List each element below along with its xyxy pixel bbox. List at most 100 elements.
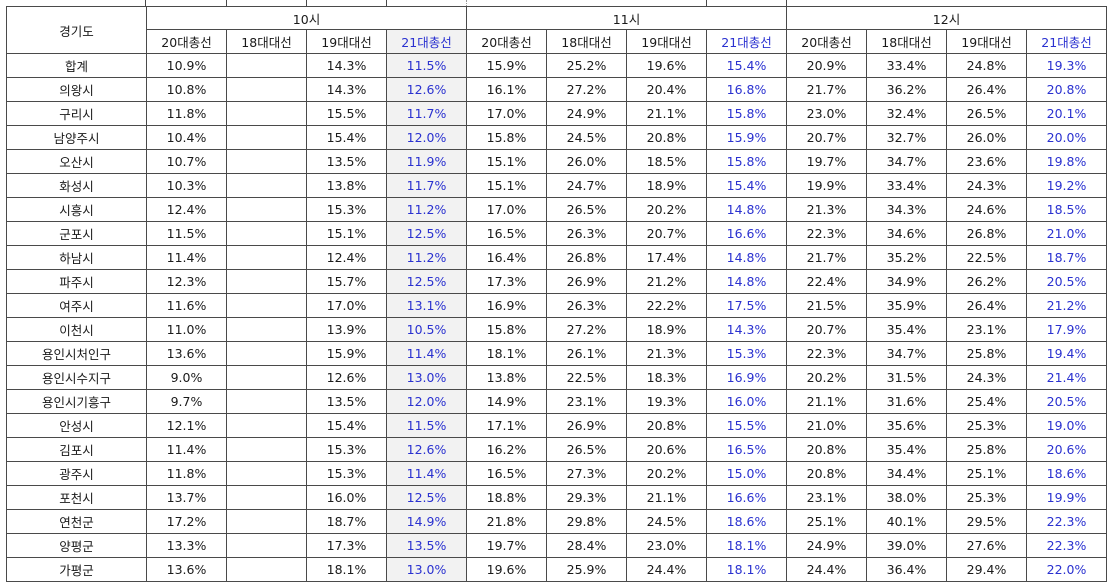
turnout-cell: 13.8% [306, 173, 387, 198]
grid-line [226, 0, 227, 6]
turnout-cell: 12.4% [146, 197, 227, 222]
turnout-cell: 20.7% [786, 125, 867, 150]
turnout-cell: 11.5% [386, 413, 467, 438]
election-header: 19대대선 [306, 29, 387, 54]
turnout-cell: 19.4% [1026, 341, 1107, 366]
turnout-cell: 22.3% [1026, 509, 1107, 534]
turnout-cell: 24.9% [786, 533, 867, 558]
turnout-cell: 18.9% [626, 317, 707, 342]
turnout-cell: 15.3% [706, 341, 787, 366]
turnout-cell: 28.4% [546, 533, 627, 558]
turnout-cell: 10.4% [146, 125, 227, 150]
turnout-cell: 18.1% [706, 557, 787, 582]
turnout-cell: 15.4% [306, 125, 387, 150]
turnout-cell: 21.1% [786, 389, 867, 414]
turnout-cell [226, 293, 307, 318]
turnout-cell: 11.4% [386, 341, 467, 366]
turnout-cell: 11.2% [386, 245, 467, 270]
turnout-table: 경기도 10시 11시 12시 20대총선 18대대선 19대대선 21대총선 20대총선 18… [6, 6, 1107, 582]
table-row: 오산시 10.7% 13.5% 11.9% 15.1% 26.0% 18.5% 15.8% 19… [6, 149, 1107, 174]
turnout-cell: 11.4% [386, 461, 467, 486]
turnout-cell: 10.7% [146, 149, 227, 174]
turnout-cell: 10.9% [146, 53, 227, 78]
turnout-cell: 15.4% [306, 413, 387, 438]
table-row: 여주시 11.6% 17.0% 13.1% 16.9% 26.3% 22.2% 17.5% 21… [6, 293, 1107, 318]
turnout-cell: 13.0% [386, 365, 467, 390]
turnout-cell: 35.6% [866, 413, 947, 438]
turnout-cell: 16.9% [466, 293, 547, 318]
turnout-cell: 31.6% [866, 389, 947, 414]
turnout-cell: 15.3% [306, 197, 387, 222]
turnout-cell: 20.5% [1026, 389, 1107, 414]
turnout-cell [226, 437, 307, 462]
turnout-cell: 17.0% [466, 101, 547, 126]
turnout-cell: 39.0% [866, 533, 947, 558]
turnout-cell: 23.1% [786, 485, 867, 510]
turnout-cell: 18.7% [1026, 245, 1107, 270]
turnout-cell: 15.8% [466, 317, 547, 342]
turnout-cell: 14.9% [466, 389, 547, 414]
region-cell: 김포시 [6, 437, 147, 462]
turnout-cell: 9.7% [146, 389, 227, 414]
turnout-cell: 11.0% [146, 317, 227, 342]
turnout-cell: 20.8% [786, 437, 867, 462]
region-cell: 파주시 [6, 269, 147, 294]
turnout-cell: 13.6% [146, 341, 227, 366]
turnout-cell: 32.4% [866, 101, 947, 126]
election-header: 18대대선 [226, 29, 307, 54]
turnout-cell: 15.4% [706, 53, 787, 78]
table-row: 김포시 11.4% 15.3% 12.6% 16.2% 26.5% 20.6% 16.5% 20… [6, 437, 1107, 462]
turnout-cell: 20.6% [1026, 437, 1107, 462]
hour-header: 11시 [466, 6, 787, 30]
turnout-cell [226, 557, 307, 582]
header-row-elections: 20대총선 18대대선 19대대선 21대총선 20대총선 18대대선 19대대선 21대총선… [7, 29, 1107, 54]
turnout-cell: 24.5% [546, 125, 627, 150]
turnout-cell: 11.7% [386, 101, 467, 126]
turnout-cell: 25.1% [946, 461, 1027, 486]
table-row: 용인시기흥구 9.7% 13.5% 12.0% 14.9% 23.1% 19.3% 16.0%… [6, 389, 1107, 414]
turnout-cell: 19.6% [466, 557, 547, 582]
turnout-cell: 34.3% [866, 197, 947, 222]
turnout-cell [226, 365, 307, 390]
turnout-cell: 21.1% [626, 101, 707, 126]
turnout-cell: 13.8% [466, 365, 547, 390]
turnout-cell: 11.4% [146, 437, 227, 462]
turnout-cell: 17.9% [1026, 317, 1107, 342]
turnout-cell: 34.7% [866, 149, 947, 174]
turnout-cell: 33.4% [866, 173, 947, 198]
turnout-cell: 20.1% [1026, 101, 1107, 126]
turnout-cell: 15.1% [306, 221, 387, 246]
turnout-cell: 18.6% [1026, 461, 1107, 486]
turnout-cell: 27.2% [546, 77, 627, 102]
turnout-cell: 12.6% [386, 437, 467, 462]
region-cell: 용인시기흥구 [6, 389, 147, 414]
turnout-cell: 10.8% [146, 77, 227, 102]
turnout-cell: 25.3% [946, 413, 1027, 438]
region-cell: 의왕시 [6, 77, 147, 102]
region-cell: 이천시 [6, 317, 147, 342]
turnout-cell: 22.0% [1026, 557, 1107, 582]
hour-header: 12시 [786, 6, 1107, 30]
turnout-cell: 21.3% [626, 341, 707, 366]
turnout-cell: 35.4% [866, 437, 947, 462]
turnout-cell: 13.7% [146, 485, 227, 510]
table-row: 이천시 11.0% 13.9% 10.5% 15.8% 27.2% 18.9% 14.3% 20… [6, 317, 1107, 342]
turnout-cell: 26.8% [946, 221, 1027, 246]
turnout-cell: 17.3% [306, 533, 387, 558]
turnout-cell: 18.3% [626, 365, 707, 390]
turnout-cell: 13.5% [386, 533, 467, 558]
election-header: 21대총선 [386, 29, 467, 54]
turnout-cell: 21.7% [786, 245, 867, 270]
election-header: 20대총선 [786, 29, 867, 54]
region-cell: 용인시수지구 [6, 365, 147, 390]
turnout-cell: 25.4% [946, 389, 1027, 414]
turnout-cell: 17.2% [146, 509, 227, 534]
turnout-cell [226, 221, 307, 246]
turnout-cell: 15.1% [466, 149, 547, 174]
turnout-cell: 11.5% [386, 53, 467, 78]
turnout-cell: 26.1% [546, 341, 627, 366]
turnout-cell: 35.2% [866, 245, 947, 270]
turnout-cell: 12.5% [386, 269, 467, 294]
turnout-cell: 26.4% [946, 293, 1027, 318]
